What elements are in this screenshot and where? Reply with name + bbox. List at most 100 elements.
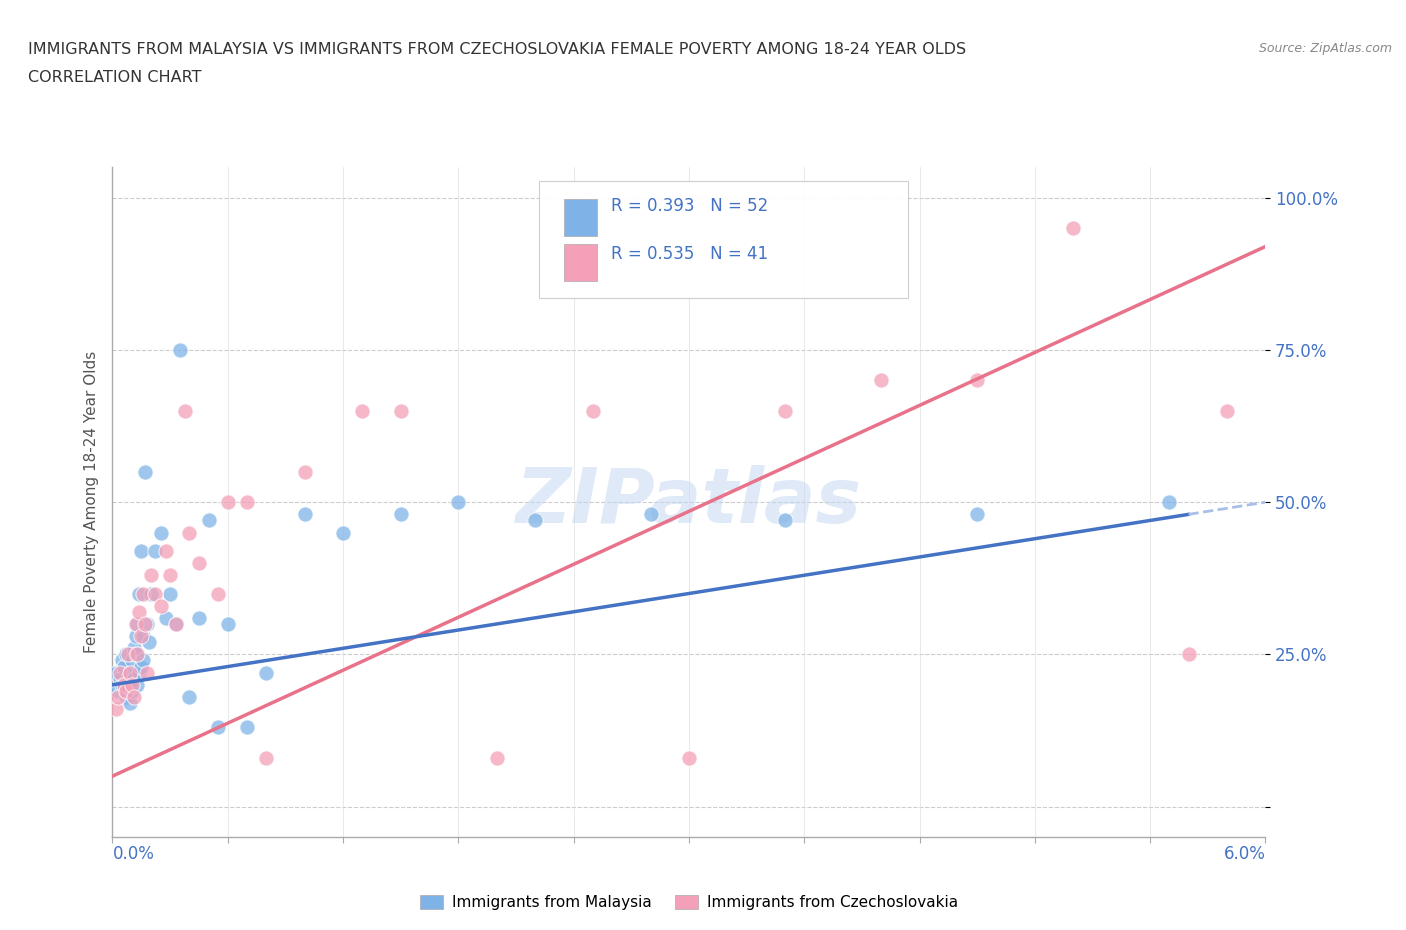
Point (112, 659, 135, 674)
Point (122, 689, 145, 704)
Text: 6.0%: 6.0% (1223, 845, 1265, 863)
Point (582, 404, 605, 418)
Point (108, 665, 131, 680)
Point (188, 610, 211, 625)
Point (207, 720, 229, 735)
Point (1159, 495, 1181, 510)
Point (966, 373, 988, 388)
Text: CORRELATION CHART: CORRELATION CHART (28, 70, 201, 85)
Point (136, 665, 159, 680)
Point (294, 507, 316, 522)
Point (149, 598, 172, 613)
Point (139, 568, 162, 583)
Point (389, 404, 412, 418)
Point (128, 665, 150, 680)
Point (115, 689, 138, 704)
Text: IMMIGRANTS FROM MALAYSIA VS IMMIGRANTS FROM CZECHOSLOVAKIA FEMALE POVERTY AMONG : IMMIGRANTS FROM MALAYSIA VS IMMIGRANTS F… (28, 42, 966, 57)
Text: Source: ZipAtlas.com: Source: ZipAtlas.com (1258, 42, 1392, 55)
Point (134, 617, 156, 631)
Point (139, 586, 162, 601)
Point (143, 543, 166, 558)
Point (122, 671, 145, 686)
Point (217, 495, 239, 510)
Point (132, 629, 155, 644)
Point (105, 665, 128, 680)
Point (136, 617, 159, 631)
Point (966, 507, 988, 522)
Bar (564, 245, 596, 281)
Point (132, 653, 155, 668)
Point (159, 568, 181, 583)
Point (118, 696, 141, 711)
Point (134, 464, 156, 479)
Point (207, 586, 229, 601)
Point (124, 647, 146, 662)
Point (524, 513, 547, 528)
Point (870, 373, 893, 388)
Point (143, 586, 166, 601)
Point (236, 495, 259, 510)
Point (169, 342, 191, 357)
Point (127, 677, 149, 692)
Point (127, 617, 149, 631)
Point (1216, 404, 1239, 418)
FancyBboxPatch shape (538, 180, 908, 298)
Point (179, 525, 201, 540)
Text: ZIPatlas: ZIPatlas (516, 465, 862, 539)
Point (773, 404, 796, 418)
Point (107, 684, 129, 698)
Point (128, 586, 150, 601)
Point (254, 751, 277, 765)
Point (121, 684, 143, 698)
Point (117, 671, 139, 686)
Point (678, 751, 700, 765)
Point (155, 543, 177, 558)
Point (640, 507, 662, 522)
Point (773, 513, 796, 528)
Point (127, 647, 149, 662)
Point (217, 617, 239, 631)
Point (112, 677, 135, 692)
Point (138, 635, 160, 650)
Point (118, 665, 141, 680)
Point (122, 641, 145, 656)
Text: R = 0.393   N = 52: R = 0.393 N = 52 (610, 197, 768, 215)
Point (165, 617, 187, 631)
Y-axis label: Female Poverty Among 18-24 Year Olds: Female Poverty Among 18-24 Year Olds (83, 352, 98, 654)
Point (1062, 220, 1084, 235)
Point (254, 665, 277, 680)
Point (117, 647, 139, 662)
Point (447, 495, 470, 510)
Point (105, 702, 128, 717)
Point (129, 543, 153, 558)
Legend: Immigrants from Malaysia, Immigrants from Czechoslovakia: Immigrants from Malaysia, Immigrants fro… (413, 889, 965, 916)
Point (128, 604, 150, 619)
Point (159, 586, 181, 601)
Point (115, 647, 138, 662)
Point (197, 513, 219, 528)
Text: 0.0%: 0.0% (112, 845, 155, 863)
Point (352, 404, 374, 418)
Point (121, 653, 143, 668)
Point (188, 555, 211, 570)
Point (174, 404, 197, 418)
Point (108, 671, 131, 686)
Point (124, 629, 146, 644)
Bar (564, 199, 596, 235)
Point (129, 659, 153, 674)
Point (332, 525, 354, 540)
Point (389, 507, 412, 522)
Point (132, 586, 155, 601)
Point (111, 677, 134, 692)
Point (165, 617, 187, 631)
Point (179, 689, 201, 704)
Point (111, 653, 134, 668)
Point (294, 464, 316, 479)
Point (121, 677, 143, 692)
Point (149, 525, 172, 540)
Point (129, 629, 153, 644)
Point (1177, 647, 1199, 662)
Text: R = 0.535   N = 41: R = 0.535 N = 41 (610, 246, 768, 263)
Point (124, 617, 146, 631)
Point (107, 689, 129, 704)
